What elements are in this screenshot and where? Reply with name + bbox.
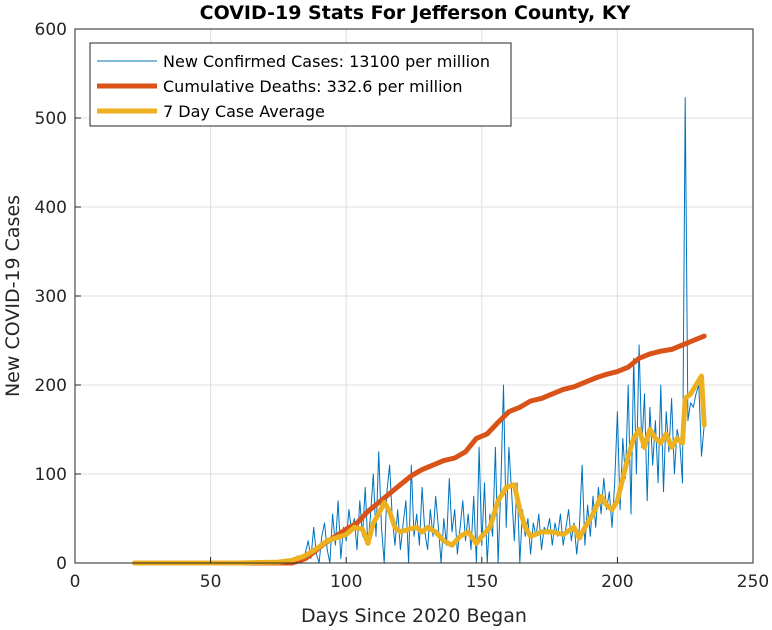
legend-entry-3: 7 Day Case Average xyxy=(163,102,325,121)
x-tick-label: 0 xyxy=(70,572,81,592)
series-line-3 xyxy=(132,373,707,566)
y-tick-label: 500 xyxy=(35,109,67,129)
x-tick-label: 200 xyxy=(601,572,633,592)
x-tick-label: 250 xyxy=(737,572,769,592)
y-tick-label: 0 xyxy=(56,554,67,574)
y-tick-label: 200 xyxy=(35,376,67,396)
ticks: 0 50 100 150 200 250 0 100 200 300 400 500 600 xyxy=(35,20,770,592)
y-axis-label: New COVID-19 Cases xyxy=(2,195,24,397)
legend-entry-1: New Confirmed Cases: 13100 per million xyxy=(163,52,490,71)
x-axis-label: Days Since 2020 Began xyxy=(301,605,527,627)
legend: New Confirmed Cases: 13100 per million Cu… xyxy=(89,42,512,127)
y-tick-label: 300 xyxy=(35,287,67,307)
legend-box xyxy=(89,42,512,127)
legend-entry-2: Cumulative Deaths: 332.6 per million xyxy=(163,77,462,96)
y-tick-label: 600 xyxy=(35,20,67,40)
y-tick-label: 100 xyxy=(35,465,67,485)
series-layer xyxy=(132,97,707,566)
x-tick-label: 100 xyxy=(330,572,362,592)
chart-title: COVID-19 Stats For Jefferson County, KY xyxy=(200,2,631,24)
x-tick-label: 50 xyxy=(200,572,222,592)
y-tick-label: 400 xyxy=(35,198,67,218)
x-tick-label: 150 xyxy=(466,572,498,592)
